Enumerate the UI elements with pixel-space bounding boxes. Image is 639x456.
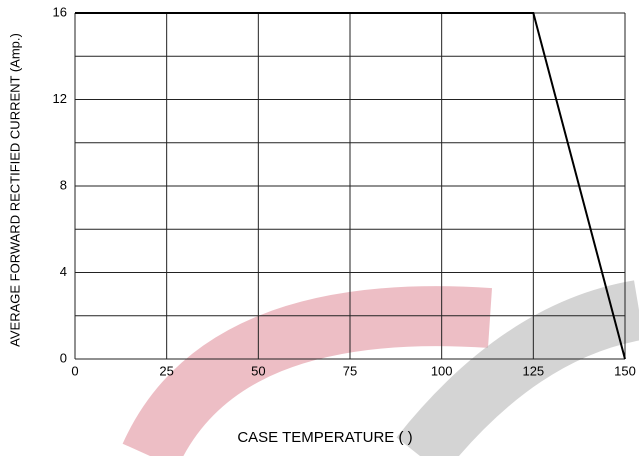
y-axis-title: AVERAGE FORWARD RECTIFIED CURRENT (Amp.) [7,33,22,347]
x-tick-label: 125 [522,363,544,378]
x-tick-label: 0 [71,363,78,378]
chart: CASE TEMPERATURE ( ) AVERAGE FORWARD REC… [0,0,639,456]
x-tick-label: 25 [159,363,173,378]
x-tick-label: 75 [343,363,357,378]
page: CASE TEMPERATURE ( ) AVERAGE FORWARD REC… [0,0,639,456]
x-tick-label: 100 [431,363,453,378]
x-axis-title: CASE TEMPERATURE ( ) [237,429,412,446]
y-tick-label: 4 [60,264,67,279]
y-tick-label: 12 [53,91,67,106]
y-tick-label: 16 [53,4,67,19]
x-tick-label: 150 [614,363,636,378]
x-tick-label: 50 [251,363,265,378]
y-tick-label: 0 [60,350,67,365]
y-tick-label: 8 [60,177,67,192]
